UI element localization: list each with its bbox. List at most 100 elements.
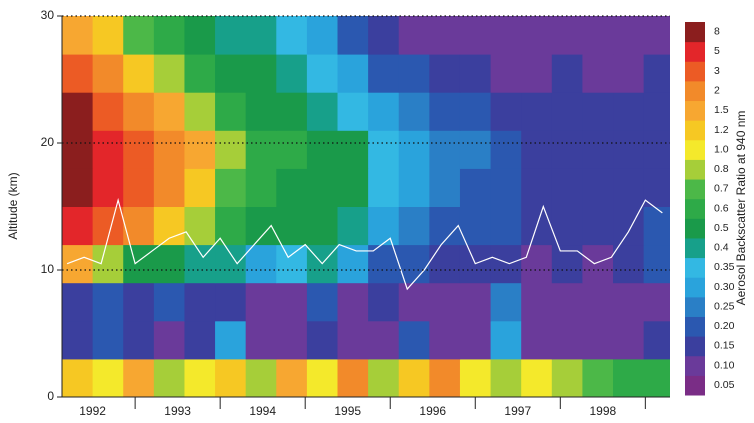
contour-cell bbox=[62, 244, 94, 284]
colorbar-swatch bbox=[685, 375, 705, 396]
contour-cell bbox=[429, 54, 461, 93]
contour-cell bbox=[245, 130, 277, 169]
contour-cell bbox=[429, 130, 461, 169]
contour-cell bbox=[276, 54, 308, 93]
colorbar-label: 0.25 bbox=[714, 300, 735, 312]
colorbar-label: 1.2 bbox=[714, 124, 729, 136]
contour-cell bbox=[92, 54, 124, 93]
contour-cell bbox=[276, 130, 308, 169]
contour-cell bbox=[459, 320, 492, 360]
contour-cell bbox=[276, 92, 308, 131]
contour-cell bbox=[245, 168, 277, 207]
colorbar-swatch bbox=[685, 159, 705, 180]
contour-cell bbox=[276, 320, 308, 360]
contour-cell bbox=[153, 16, 185, 55]
contour-cell bbox=[551, 130, 583, 169]
contour-cell bbox=[490, 92, 522, 131]
contour-cell bbox=[368, 320, 400, 360]
contour-cell bbox=[643, 244, 670, 284]
contour-cell bbox=[92, 92, 124, 131]
contour-cell bbox=[398, 358, 430, 397]
contour-cell bbox=[123, 168, 155, 207]
contour-cell bbox=[613, 130, 645, 169]
contour-cell bbox=[429, 358, 461, 397]
contour-cell bbox=[368, 358, 400, 397]
contour-cell bbox=[398, 92, 430, 131]
contour-cell bbox=[306, 206, 339, 246]
contour-cell bbox=[490, 282, 522, 322]
contour-cell bbox=[215, 320, 247, 360]
colorbar-label: 5 bbox=[714, 45, 720, 57]
contour-cell bbox=[429, 206, 461, 246]
contour-cell bbox=[337, 282, 369, 322]
contour-cell bbox=[582, 92, 614, 131]
x-tick-label: 1998 bbox=[589, 404, 616, 418]
contour-cell bbox=[459, 54, 492, 93]
contour-cell bbox=[215, 92, 247, 131]
colorbar-label: 0.7 bbox=[714, 183, 729, 195]
contour-cell bbox=[337, 92, 369, 131]
contour-cell bbox=[459, 282, 492, 322]
contour-cell bbox=[521, 244, 553, 284]
y-tick-label: 20 bbox=[41, 135, 55, 149]
contour-cell bbox=[613, 168, 645, 207]
contour-cell bbox=[215, 130, 247, 169]
contour-cell bbox=[337, 358, 369, 397]
contour-cell bbox=[643, 54, 670, 93]
contour-cell bbox=[551, 92, 583, 131]
contour-cell bbox=[306, 92, 339, 131]
contour-cell bbox=[306, 168, 339, 207]
contour-cell bbox=[62, 16, 94, 55]
contour-cell bbox=[582, 206, 614, 246]
colorbar-label: 1.0 bbox=[714, 143, 729, 155]
contour-cell bbox=[459, 130, 492, 169]
contour-cell bbox=[92, 16, 124, 55]
contour-cell bbox=[62, 282, 94, 322]
contour-cell bbox=[123, 92, 155, 131]
colorbar-swatch bbox=[685, 139, 705, 160]
colorbar-swatch bbox=[685, 179, 705, 200]
colorbar-swatch bbox=[685, 198, 705, 219]
contour-cell bbox=[551, 320, 583, 360]
contour-cell bbox=[582, 54, 614, 93]
contour-cell bbox=[521, 92, 553, 131]
contour-cell bbox=[245, 16, 277, 55]
contour-cell bbox=[521, 168, 553, 207]
contour-cell bbox=[490, 320, 522, 360]
contour-cell bbox=[184, 320, 216, 360]
contour-cell bbox=[123, 130, 155, 169]
contour-cell bbox=[643, 282, 670, 322]
colorbar-label: 2 bbox=[714, 84, 720, 96]
contour-cell bbox=[521, 358, 553, 397]
contour-cell bbox=[613, 16, 645, 55]
x-tick-label: 1992 bbox=[79, 404, 106, 418]
contour-cell bbox=[245, 92, 277, 131]
contour-cell bbox=[429, 282, 461, 322]
colorbar-swatch bbox=[685, 120, 705, 141]
colorbar-swatch bbox=[685, 218, 705, 239]
contour-cell bbox=[123, 244, 155, 284]
colorbar-label: 3 bbox=[714, 65, 720, 77]
contour-cell bbox=[153, 244, 185, 284]
contour-cell bbox=[306, 320, 339, 360]
colorbar-label: 0.15 bbox=[714, 340, 735, 352]
colorbar-swatch bbox=[685, 316, 705, 337]
contour-cell bbox=[398, 320, 430, 360]
colorbar: 0.05 0.10 0.15 0.20 0.25 0.30 0.35 0.4 0.5 0.6 0.7… bbox=[685, 22, 735, 396]
colorbar-label: 0.4 bbox=[714, 242, 729, 254]
contour-cell bbox=[368, 92, 400, 131]
contour-cell bbox=[398, 168, 430, 207]
contour-cell bbox=[184, 168, 216, 207]
contour-cell bbox=[643, 320, 670, 360]
contour-cell bbox=[306, 54, 339, 93]
contour-cell bbox=[337, 206, 369, 246]
contour-cell bbox=[582, 320, 614, 360]
contour-cell bbox=[184, 244, 216, 284]
contour-cell bbox=[337, 168, 369, 207]
contour-cell bbox=[245, 54, 277, 93]
colorbar-label: 8 bbox=[714, 26, 720, 38]
contour-cell bbox=[368, 206, 400, 246]
contour-cell bbox=[613, 358, 645, 397]
contour-cell bbox=[123, 282, 155, 322]
colorbar-label: 0.10 bbox=[714, 359, 735, 371]
